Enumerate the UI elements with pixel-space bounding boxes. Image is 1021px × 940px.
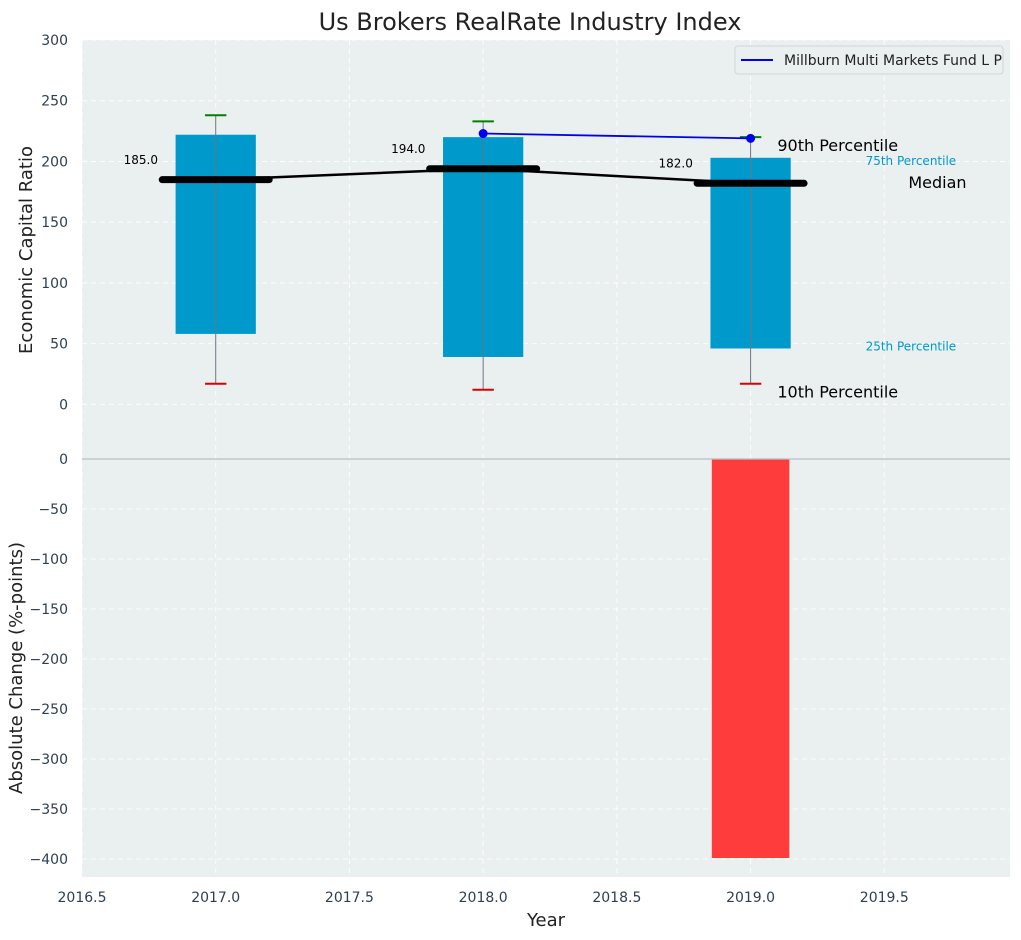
bottom-y-tick-label: 0 bbox=[59, 452, 68, 468]
top-y-tick-label: 300 bbox=[41, 33, 68, 49]
median-value-label: 185.0 bbox=[124, 153, 158, 167]
fund-point bbox=[478, 129, 488, 139]
bottom-plot-area bbox=[82, 459, 1010, 877]
bottom-y-tick-label: −300 bbox=[30, 752, 68, 768]
annotation-p75: 75th Percentile bbox=[866, 154, 957, 168]
x-axis-label: Year bbox=[526, 910, 566, 931]
x-tick-label: 2019.5 bbox=[860, 890, 909, 906]
fund-line bbox=[483, 132, 751, 140]
chart-title: Us Brokers RealRate Industry Index bbox=[319, 8, 742, 36]
top-y-tick-label: 200 bbox=[41, 154, 68, 170]
x-tick-label: 2018.0 bbox=[459, 890, 508, 906]
change-bar bbox=[711, 459, 790, 858]
bottom-y-tick-label: −350 bbox=[30, 802, 68, 818]
annotation-p25: 25th Percentile bbox=[866, 339, 957, 353]
legend-label-fund: Millburn Multi Markets Fund L P bbox=[784, 53, 1002, 69]
bottom-y-tick-label: −150 bbox=[30, 602, 68, 618]
x-tick-label: 2019.0 bbox=[726, 890, 775, 906]
bottom-panel bbox=[711, 459, 790, 858]
bottom-y-tick-label: −400 bbox=[30, 852, 68, 868]
legend-box bbox=[734, 45, 1004, 75]
x-tick-label: 2018.5 bbox=[592, 890, 641, 906]
median-value-label: 194.0 bbox=[391, 142, 425, 156]
top-y-axis-label: Economic Capital Ratio bbox=[16, 146, 37, 354]
top-y-tick-label: 250 bbox=[41, 94, 68, 110]
top-y-tick-label: 0 bbox=[59, 397, 68, 413]
fund-point bbox=[746, 133, 756, 143]
top-y-tick-label: 100 bbox=[41, 276, 68, 292]
axes: 0 50 100 150 200 250 300 0 −50 −100 −150 −200 −250 −3… bbox=[30, 33, 1010, 906]
legend: Millburn Multi Markets Fund L P bbox=[734, 45, 1004, 75]
top-y-tick-label: 50 bbox=[50, 337, 68, 353]
median-value-label: 182.0 bbox=[659, 157, 693, 171]
top-y-tick-label: 150 bbox=[41, 215, 68, 231]
x-tick-label: 2017.0 bbox=[191, 890, 240, 906]
x-tick-label: 2016.5 bbox=[58, 890, 107, 906]
bottom-y-tick-label: −250 bbox=[30, 702, 68, 718]
x-tick-label: 2017.5 bbox=[325, 890, 374, 906]
bottom-y-tick-label: −50 bbox=[38, 502, 68, 518]
bottom-y-tick-label: −100 bbox=[30, 552, 68, 568]
bottom-y-tick-label: −200 bbox=[30, 652, 68, 668]
annotation-p10: 10th Percentile bbox=[777, 383, 898, 402]
bottom-y-axis-label: Absolute Change (%-points) bbox=[6, 542, 27, 794]
annotation-p90: 90th Percentile bbox=[777, 136, 898, 155]
annotation-median: Median bbox=[908, 173, 966, 192]
